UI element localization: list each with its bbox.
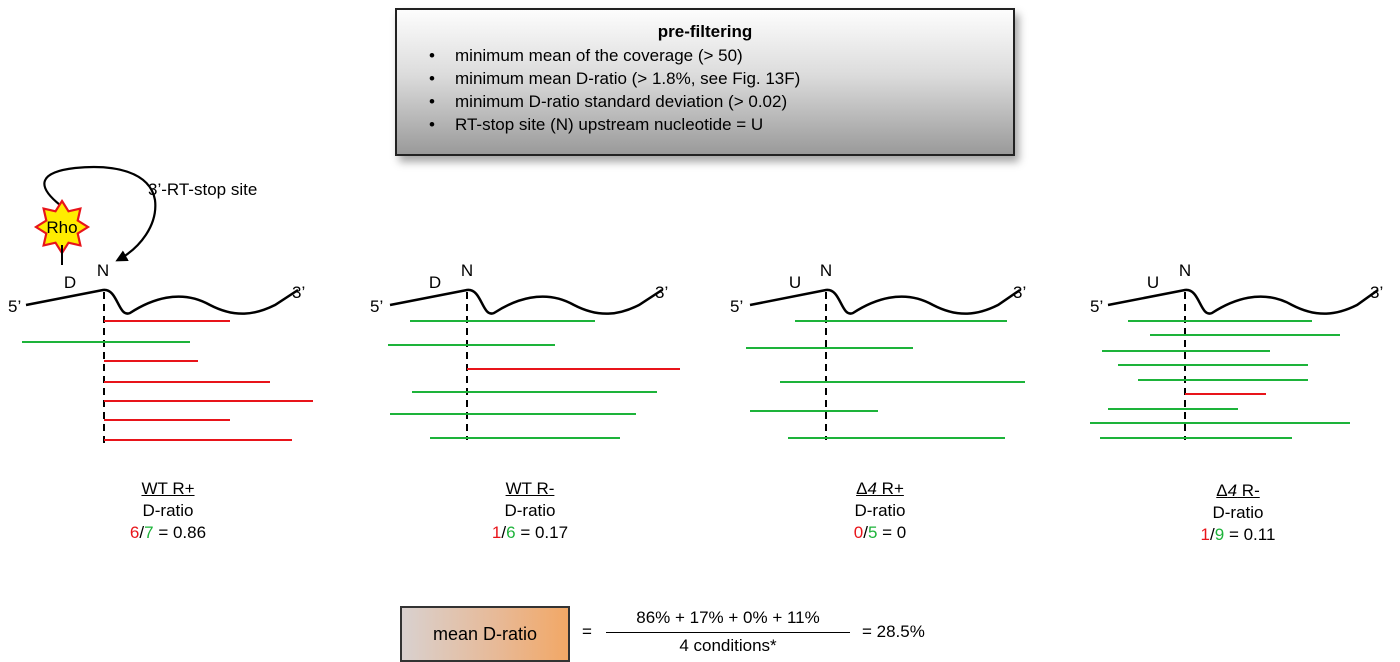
rna-strand	[389, 288, 663, 315]
five-prime-label: 5’	[370, 297, 383, 316]
five-prime-label: 5’	[1090, 297, 1103, 316]
three-prime-label: 3’	[292, 283, 305, 302]
nucleotide-u-label: U	[789, 273, 801, 292]
prefiltering-item-mean-dratio: minimum mean D-ratio (> 1.8%, see Fig. 1…	[429, 67, 800, 90]
condition-name: WT R-	[505, 479, 555, 498]
nucleotide-d-label: D	[64, 273, 76, 292]
condition-name: Δ4 R+	[856, 479, 904, 498]
condition-delta4-rminus: Δ4 R- D-ratio 1/9 = 0.11	[1138, 480, 1338, 546]
prefiltering-item-upstream-u: RT-stop site (N) upstream nucleotide = U	[429, 113, 800, 136]
nucleotide-n-label: N	[1179, 261, 1191, 280]
condition-wt-rminus: WT R- D-ratio 1/6 = 0.17	[430, 478, 630, 544]
condition-metric: D-ratio	[1212, 503, 1264, 522]
five-prime-label: 5’	[730, 297, 743, 316]
formula-denominator: 4 conditions*	[679, 636, 777, 655]
read-diagram: 3’-RT-stop site Rho D N 5’ 3’ D N 5’ 3’	[8, 165, 1383, 445]
stop-site-arrow	[43, 165, 157, 262]
condition-ratio: 0/5 = 0	[853, 523, 907, 542]
panel-wt-rminus: D N 5’ 3’	[370, 261, 680, 440]
fraction-bar	[606, 632, 850, 633]
three-prime-label: 3’	[1013, 283, 1026, 302]
stop-site-label: 3’-RT-stop site	[148, 180, 257, 199]
nucleotide-n-label: N	[820, 261, 832, 280]
nucleotide-u-label: U	[1147, 273, 1159, 292]
prefiltering-title: pre-filtering	[657, 22, 753, 41]
prefiltering-item-std-dev: minimum D-ratio standard deviation (> 0.…	[429, 90, 800, 113]
condition-metric: D-ratio	[504, 501, 556, 520]
formula-result: = 28.5%	[862, 622, 925, 641]
condition-wt-rplus: WT R+ D-ratio 6/7 = 0.86	[68, 478, 268, 544]
prefiltering-box: pre-filtering minimum mean of the covera…	[395, 8, 1015, 156]
nucleotide-n-label: N	[97, 261, 109, 280]
mean-dratio-box: mean D-ratio	[400, 606, 570, 662]
panel-wt-rplus: 3’-RT-stop site Rho D N 5’ 3’	[8, 165, 313, 445]
prefiltering-list: minimum mean of the coverage (> 50) mini…	[429, 44, 800, 136]
prefiltering-item-coverage: minimum mean of the coverage (> 50)	[429, 44, 800, 67]
condition-metric: D-ratio	[142, 501, 194, 520]
rna-strand	[1107, 288, 1379, 315]
nucleotide-d-label: D	[429, 273, 441, 292]
formula-numerator: 86% + 17% + 0% + 11%	[636, 608, 820, 627]
condition-ratio: 6/7 = 0.86	[129, 523, 207, 542]
condition-name: WT R+	[141, 479, 195, 498]
condition-ratio: 1/9 = 0.11	[1200, 525, 1276, 544]
rna-strand	[25, 288, 299, 315]
five-prime-label: 5’	[8, 297, 21, 316]
condition-ratio: 1/6 = 0.17	[491, 523, 569, 542]
nucleotide-n-label: N	[461, 261, 473, 280]
condition-metric: D-ratio	[854, 501, 906, 520]
rna-strand	[749, 288, 1021, 315]
three-prime-label: 3’	[655, 283, 668, 302]
formula-equals: =	[582, 622, 592, 641]
panel-delta4-rminus: U N 5’ 3’	[1090, 261, 1383, 440]
panel-delta4-rplus: U N 5’ 3’	[730, 261, 1026, 440]
condition-delta4-rplus: Δ4 R+ D-ratio 0/5 = 0	[780, 478, 980, 544]
condition-name: Δ4 R-	[1216, 481, 1260, 500]
rho-label: Rho	[46, 218, 77, 237]
